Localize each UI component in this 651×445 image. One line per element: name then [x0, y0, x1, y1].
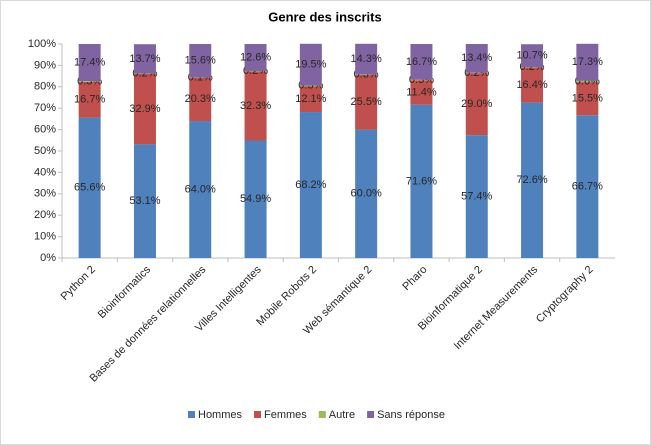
- data-label: 32.9%: [129, 103, 160, 115]
- data-label: 17.4%: [74, 57, 105, 69]
- bar-segment: [410, 44, 433, 80]
- data-label: 14.3%: [351, 53, 382, 65]
- y-tick-label: 20%: [34, 209, 56, 221]
- bar-segment: [355, 74, 378, 76]
- data-label: 16.7%: [406, 56, 437, 68]
- data-label: 64.0%: [185, 183, 216, 195]
- data-label: 12.1%: [295, 93, 326, 105]
- data-label: 66.7%: [572, 181, 603, 193]
- data-label: 12.6%: [240, 51, 271, 63]
- bar-segment: [410, 79, 433, 81]
- chart-title: Genre des inscrits: [268, 9, 381, 24]
- data-label: 16.4%: [516, 79, 547, 91]
- bar-segment: [299, 112, 322, 258]
- data-label: 15.6%: [185, 55, 216, 67]
- bar-segment: [299, 86, 322, 113]
- data-label: 11.4%: [406, 86, 437, 98]
- data-label: 17.3%: [572, 56, 603, 68]
- bar-segment: [299, 43, 322, 86]
- legend-swatch: [318, 411, 326, 418]
- y-tick-label: 60%: [34, 124, 56, 136]
- data-label: 32.3%: [240, 100, 271, 112]
- bar-segment: [576, 115, 599, 259]
- bar-segment: [576, 80, 599, 83]
- bar-segment: [465, 73, 488, 136]
- data-label: 10.7%: [516, 50, 547, 62]
- bar-segment: [133, 144, 156, 258]
- legend-label: Femmes: [264, 409, 307, 421]
- data-label: 13.7%: [129, 53, 160, 65]
- data-label: 29.0%: [461, 98, 492, 110]
- data-label: 19.5%: [295, 59, 326, 71]
- data-label: 16.7%: [74, 94, 105, 106]
- bar-segment: [576, 82, 599, 116]
- data-label: 57.4%: [461, 190, 492, 202]
- data-label: 13.4%: [461, 52, 492, 64]
- data-label: 54.9%: [240, 193, 271, 205]
- bar-segment: [78, 117, 101, 258]
- y-tick-label: 30%: [34, 188, 56, 200]
- data-label: 53.1%: [129, 195, 160, 207]
- bar-segment: [355, 43, 378, 75]
- bar-segment: [244, 71, 267, 141]
- bar-segment: [133, 44, 156, 74]
- data-label: 60.0%: [351, 188, 382, 200]
- y-tick-label: 10%: [34, 231, 56, 243]
- data-label: 25.5%: [351, 96, 382, 108]
- bar-segment: [133, 73, 156, 145]
- bar-segment: [299, 85, 322, 87]
- bar-segment: [521, 67, 544, 103]
- bar-segment: [78, 81, 101, 82]
- y-tick-label: 70%: [34, 102, 56, 114]
- legend-swatch: [367, 411, 375, 418]
- data-label: 71.6%: [406, 175, 437, 187]
- bar-segment: [465, 44, 488, 73]
- legend-label: Sans réponse: [377, 409, 445, 421]
- bar-segment: [521, 102, 544, 258]
- y-tick-label: 100%: [28, 38, 56, 50]
- bar-segment: [355, 129, 378, 258]
- bar-segment: [189, 121, 212, 258]
- bar-segment: [465, 135, 488, 258]
- bar-segment: [189, 77, 212, 122]
- bar-segment: [355, 75, 378, 130]
- bar-segment: [78, 44, 101, 82]
- legend-label: Autre: [329, 409, 355, 421]
- legend-swatch: [254, 411, 262, 418]
- bar-segment: [78, 81, 101, 118]
- data-label: 68.2%: [295, 179, 326, 191]
- data-label: 20.3%: [185, 93, 216, 105]
- y-tick-label: 90%: [34, 59, 56, 71]
- bar-segment: [189, 44, 212, 78]
- legend-swatch: [188, 411, 195, 418]
- bar-segment: [244, 140, 267, 258]
- legend-label: Hommes: [198, 409, 243, 421]
- y-tick-label: 50%: [34, 145, 56, 157]
- bar-segment: [521, 44, 544, 68]
- bar-segment: [576, 43, 599, 81]
- bar-segment: [410, 104, 433, 258]
- bar-segment: [410, 80, 433, 105]
- data-label: 65.6%: [74, 182, 105, 194]
- data-label: 15.5%: [572, 93, 603, 105]
- y-tick-label: 0%: [40, 252, 56, 264]
- data-label: 72.6%: [516, 174, 547, 186]
- bar-segment: [244, 44, 267, 71]
- y-tick-label: 80%: [34, 81, 56, 93]
- y-tick-label: 40%: [34, 166, 56, 178]
